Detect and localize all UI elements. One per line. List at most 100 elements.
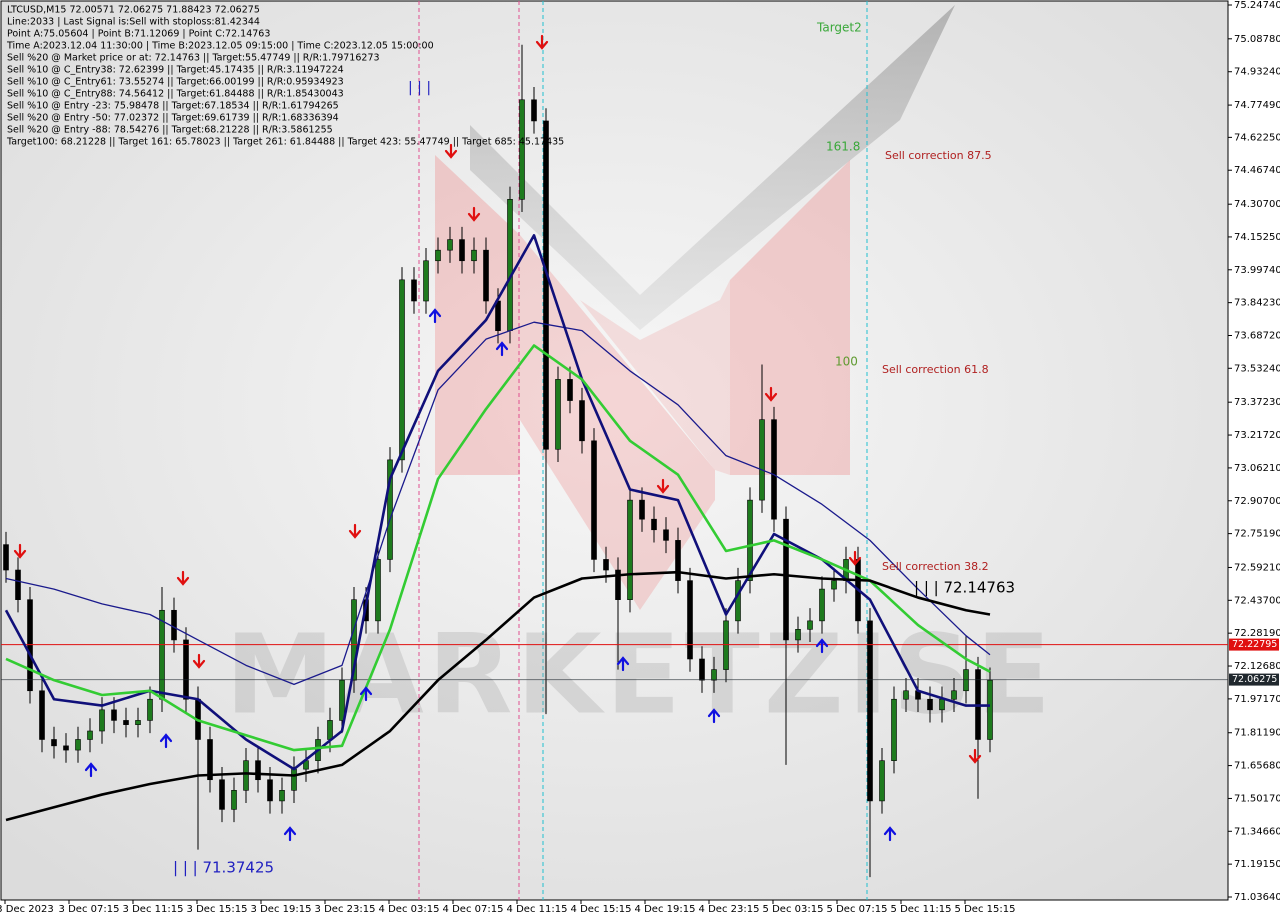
info-line: Sell %20 @ Entry -50: 77.02372 || Target… <box>7 113 339 124</box>
candle-body <box>219 779 225 810</box>
signal-arrows <box>13 34 982 842</box>
x-tick-label: 4 Dec 15:15 <box>571 904 632 915</box>
candle-body <box>39 690 45 740</box>
info-line: Sell %10 @ C_Entry61: 73.55274 || Target… <box>7 77 344 88</box>
y-tick-label: 72.28190 <box>1234 628 1280 639</box>
candle-body <box>399 279 405 461</box>
price-label-box <box>1229 673 1279 686</box>
candle-body <box>75 739 81 751</box>
y-tick-label: 74.62250 <box>1234 132 1280 143</box>
y-tick-label: 74.30700 <box>1234 199 1280 210</box>
candle-body <box>675 540 681 581</box>
y-tick-label: 73.06210 <box>1234 463 1280 474</box>
candle-body <box>963 669 969 692</box>
candle-body <box>135 720 141 725</box>
annotation: Target2 <box>816 21 862 35</box>
moving-average <box>5 321 991 686</box>
candle-body <box>111 709 117 721</box>
y-tick-label: 71.97170 <box>1234 694 1280 705</box>
info-line: Line:2033 | Last Signal is:Sell with sto… <box>7 17 260 28</box>
info-line: Sell %10 @ Entry -23: 75.98478 || Target… <box>7 101 339 112</box>
y-tick-label: 72.90700 <box>1234 496 1280 507</box>
candle-body <box>423 260 429 302</box>
annotation: Sell correction 61.8 <box>882 363 989 376</box>
candle-body <box>243 760 249 791</box>
candle-body <box>87 730 93 740</box>
candle-body <box>339 679 345 721</box>
x-tick-label: 4 Dec 07:15 <box>443 904 504 915</box>
candle-body <box>351 599 357 681</box>
candle-body <box>723 620 729 670</box>
candle-body <box>327 720 333 740</box>
candle-body <box>483 249 489 302</box>
y-tick-label: 74.46740 <box>1234 165 1280 176</box>
candle-body <box>987 679 993 740</box>
y-tick-label: 73.99740 <box>1234 265 1280 276</box>
candle-body <box>63 745 69 751</box>
y-tick-label: 72.59210 <box>1234 562 1280 573</box>
candle-body <box>603 559 609 571</box>
candle-body <box>591 440 597 560</box>
candle-body <box>519 99 525 200</box>
candle-body <box>699 658 705 681</box>
info-line: Target100: 68.21228 || Target 161: 65.78… <box>6 137 564 148</box>
y-tick-label: 72.12680 <box>1234 661 1280 672</box>
moving-average <box>5 570 991 822</box>
price-label: 72.22795 <box>1232 639 1277 650</box>
moving-average <box>5 344 991 752</box>
x-tick-label: 3 Dec 23:15 <box>315 904 376 915</box>
info-line: Sell %10 @ C_Entry38: 72.62399 || Target… <box>7 65 344 76</box>
x-tick-label: 5 Dec 07:15 <box>827 904 888 915</box>
x-tick-label: 3 Dec 11:15 <box>123 904 184 915</box>
y-tick-label: 73.53240 <box>1234 363 1280 374</box>
candle-body <box>27 599 33 692</box>
candle-body <box>639 499 645 520</box>
candle-body <box>3 544 9 571</box>
candle-body <box>495 300 501 331</box>
x-tick-label: 4 Dec 19:15 <box>635 904 696 915</box>
y-tick-label: 71.03640 <box>1234 892 1280 903</box>
info-line: LTCUSD,M15 72.00571 72.06275 71.88423 72… <box>7 5 260 16</box>
annotation: | | | 71.37425 <box>173 859 274 877</box>
y-tick-label: 73.37230 <box>1234 397 1280 408</box>
candle-body <box>447 239 453 251</box>
candle-body <box>99 709 105 732</box>
candle-body <box>663 529 669 541</box>
info-line: Sell %20 @ Entry -88: 78.54276 || Target… <box>7 125 333 136</box>
candle-body <box>579 400 585 442</box>
annotation: | | | 72.14763 <box>914 579 1015 597</box>
info-line: Sell %20 @ Market price or at: 72.14763 … <box>7 53 380 64</box>
y-tick-label: 72.75190 <box>1234 529 1280 540</box>
candle-body <box>375 559 381 622</box>
candle-body <box>951 690 957 700</box>
candle-body <box>171 609 177 641</box>
y-tick-label: 71.81190 <box>1234 728 1280 739</box>
candle-body <box>711 669 717 681</box>
candle-body <box>123 720 129 725</box>
y-tick-label: 74.93240 <box>1234 67 1280 78</box>
candle-body <box>627 499 633 600</box>
candle-body <box>507 199 513 331</box>
candle-body <box>147 698 153 721</box>
candle-body <box>291 768 297 791</box>
x-tick-label: 3 Dec 15:15 <box>187 904 248 915</box>
candle-body <box>903 690 909 700</box>
candle-body <box>567 379 573 401</box>
candle-body <box>759 419 765 501</box>
candle-body <box>387 459 393 560</box>
watermark: MARKETZISE <box>225 610 1055 738</box>
x-tick-label: 5 Dec 03:15 <box>763 904 824 915</box>
y-tick-label: 75.24740 <box>1234 0 1280 11</box>
y-tick-label: 74.15250 <box>1234 232 1280 243</box>
candle-body <box>279 790 285 802</box>
x-tick-label: 4 Dec 23:15 <box>699 904 760 915</box>
candle-body <box>879 760 885 802</box>
annotation: Sell correction 38.2 <box>882 560 989 573</box>
y-tick-label: 73.21720 <box>1234 430 1280 441</box>
candle-body <box>555 379 561 450</box>
price-label: 72.06275 <box>1232 674 1277 685</box>
x-tick-label: 5 Dec 15:15 <box>955 904 1016 915</box>
y-tick-label: 71.65680 <box>1234 761 1280 772</box>
candle-body <box>531 99 537 122</box>
